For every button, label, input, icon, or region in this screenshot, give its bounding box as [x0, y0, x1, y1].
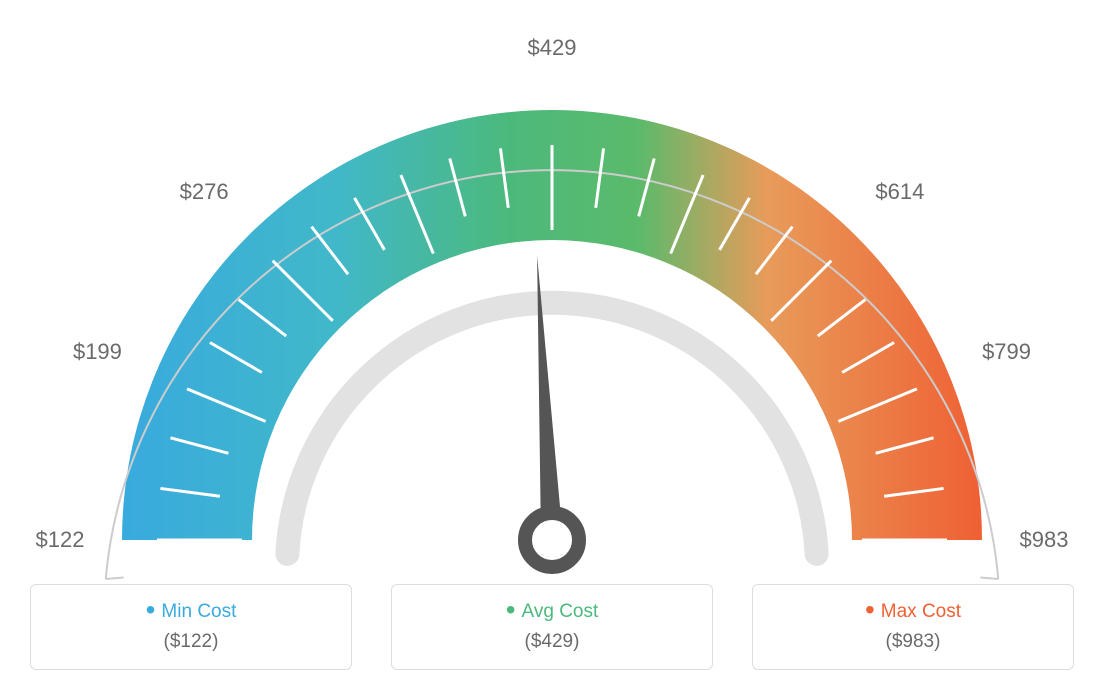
- gauge-tick-label: $276: [180, 179, 229, 205]
- gauge-svg: [0, 0, 1104, 580]
- gauge-tick-label: $122: [36, 527, 85, 553]
- gauge-tick-label: $429: [528, 35, 577, 61]
- legend-label-avg: Avg Cost: [506, 601, 599, 623]
- gauge-tick-label: $199: [73, 339, 122, 365]
- legend-value-min: ($122): [164, 631, 219, 653]
- legend-card-avg: Avg Cost ($429): [391, 584, 713, 670]
- legend-card-max: Max Cost ($983): [752, 584, 1074, 670]
- gauge-tick-label: $983: [1020, 527, 1069, 553]
- gauge-chart: $122 $199 $276 $429 $614 $799 $983: [0, 0, 1104, 580]
- legend-card-min: Min Cost ($122): [30, 584, 352, 670]
- legend-row: Min Cost ($122) Avg Cost ($429) Max Cost…: [0, 584, 1104, 670]
- legend-value-avg: ($429): [525, 631, 580, 653]
- legend-label-min: Min Cost: [146, 601, 237, 623]
- gauge-tick-label: $799: [982, 339, 1031, 365]
- legend-value-max: ($983): [886, 631, 941, 653]
- legend-label-max: Max Cost: [865, 601, 961, 623]
- gauge-tick-label: $614: [875, 179, 924, 205]
